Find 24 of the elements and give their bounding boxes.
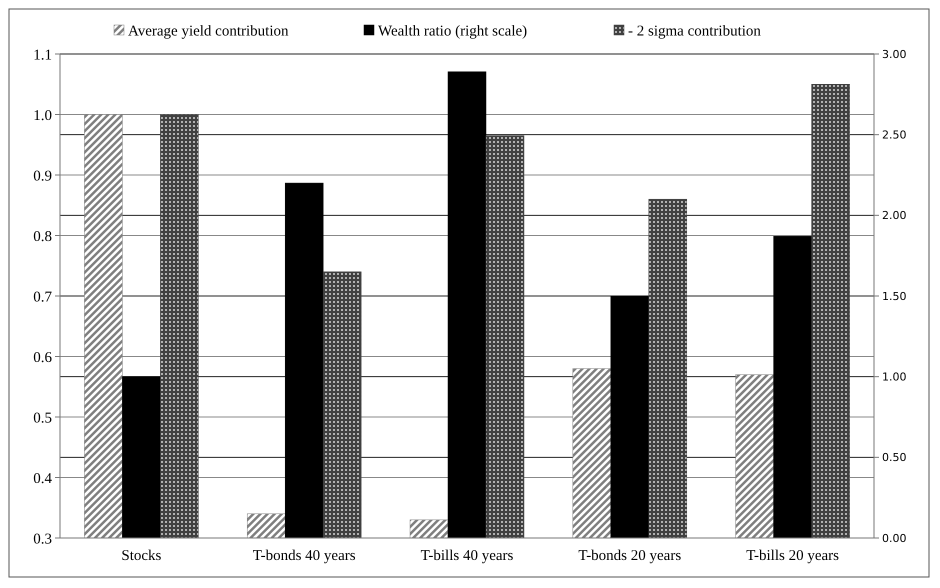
y2-tick-label: 0.50	[882, 451, 906, 464]
y2-tick-label: 0.00	[882, 532, 906, 545]
x-tick-label: T-bills 40 years	[420, 548, 514, 564]
y2-tick-label: 2.00	[882, 209, 906, 222]
y-tick-label: 0.4	[33, 470, 52, 487]
x-tick-label: Stocks	[121, 548, 162, 564]
y2-tick-label: 1.50	[882, 290, 906, 303]
y2-tick-label: 1.00	[882, 370, 906, 384]
y-tick-label: 0.5	[33, 410, 52, 426]
y-tick-label: 0.8	[33, 228, 52, 245]
x-tick-label: T-bills 20 years	[746, 548, 840, 564]
y-tick-label: 0.6	[33, 350, 52, 366]
x-tick-label: T-bonds 20 years	[578, 548, 682, 564]
x-tick-label: T-bonds 40 years	[252, 548, 356, 564]
y-tick-label: 1.1	[33, 47, 52, 64]
y-tick-label: 1.0	[33, 108, 52, 124]
y-tick-label: 0.7	[33, 289, 52, 306]
y-tick-label: 0.3	[33, 531, 52, 548]
y2-tick-label: 3.00	[882, 48, 906, 61]
y-tick-label: 0.9	[33, 168, 52, 184]
y2-tick-label: 2.50	[882, 128, 906, 142]
legend-label: - 2 sigma contribution	[628, 23, 762, 40]
legend-label: Average yield contribution	[128, 23, 290, 40]
legend-label: Wealth ratio (right scale)	[378, 23, 528, 40]
